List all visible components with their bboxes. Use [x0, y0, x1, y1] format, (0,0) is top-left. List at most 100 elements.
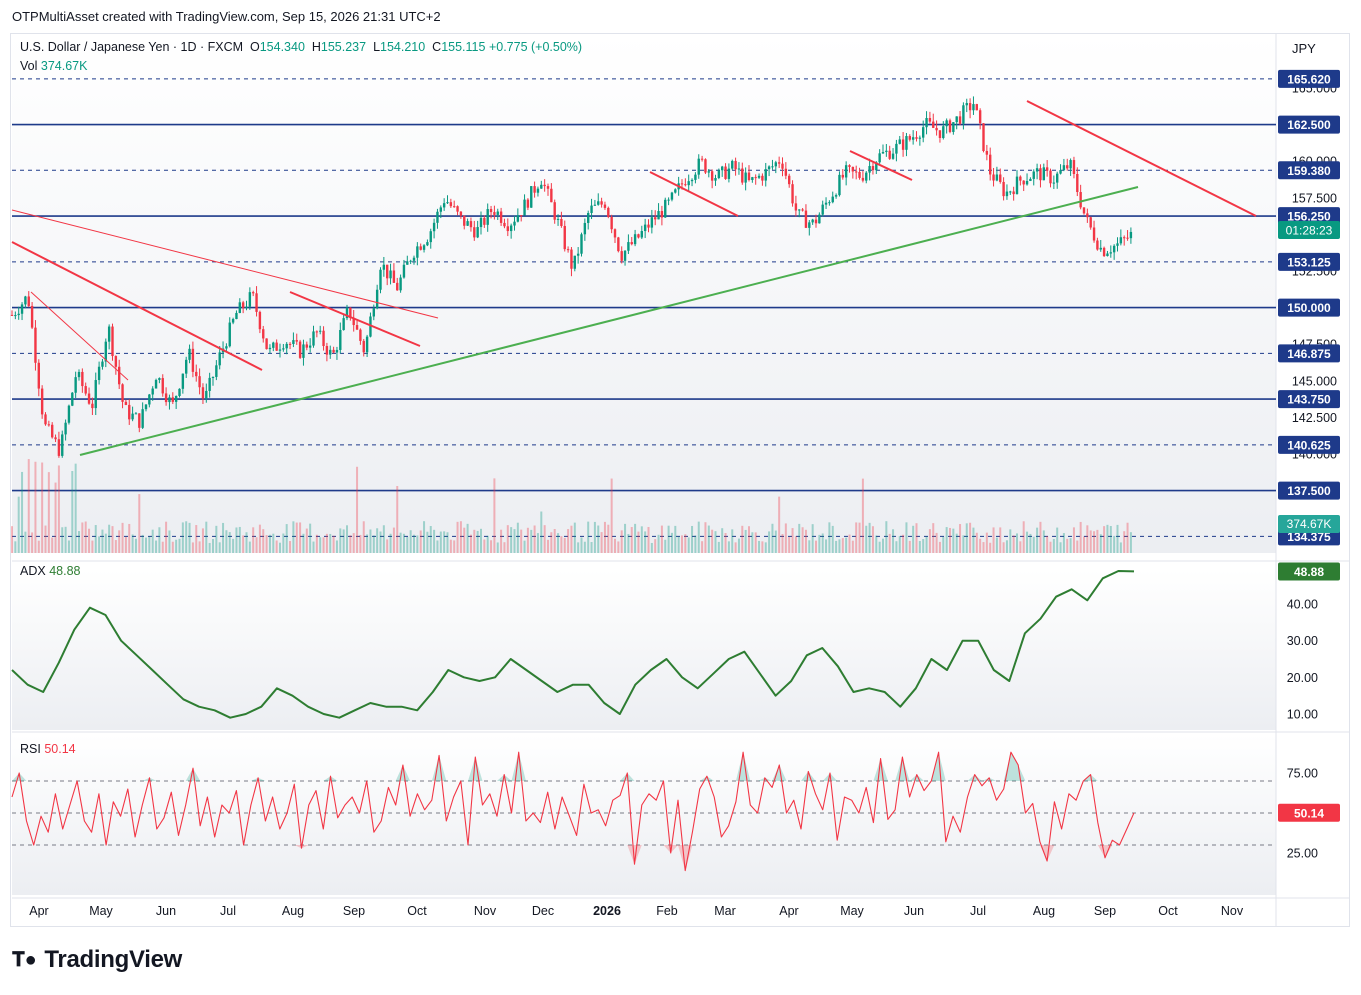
volume-bar	[995, 537, 998, 553]
rsi-oversold-fill	[670, 845, 678, 853]
volume-bar	[637, 531, 640, 553]
candle-body	[1015, 176, 1019, 195]
volume-bar	[255, 537, 258, 553]
level-tag-label: 140.625	[1287, 438, 1331, 452]
volume-bar	[734, 542, 737, 553]
candle-body	[788, 175, 791, 185]
level-tag	[1278, 344, 1340, 363]
candle-body	[34, 327, 37, 363]
rsi-oversold-fill	[1105, 845, 1113, 858]
rsi-oversold-fill	[301, 845, 309, 849]
volume-bar	[955, 533, 958, 553]
volume-bar	[34, 461, 37, 553]
rsi-overbought-fill	[895, 757, 903, 781]
volume-bar	[242, 535, 245, 553]
candle-body	[312, 331, 315, 346]
volume-bar	[597, 525, 600, 553]
volume-bar	[84, 521, 87, 553]
volume-bar	[128, 523, 131, 553]
candle-body	[14, 315, 17, 317]
tradingview-logo[interactable]: 𝐓● TradingView	[12, 946, 182, 974]
candle-body	[1005, 191, 1009, 197]
volume-bar	[282, 533, 285, 553]
candle-body	[761, 175, 764, 181]
candle-body	[436, 211, 439, 223]
candle-body	[335, 349, 339, 353]
volume-bar	[1026, 531, 1029, 553]
level-tag-label: 165.620	[1287, 72, 1331, 86]
volume-bar	[218, 542, 221, 553]
volume-bar	[952, 528, 955, 553]
candle-body	[520, 215, 523, 217]
candle-body	[506, 226, 509, 232]
trendline-red	[1026, 100, 1257, 217]
volume-bar	[704, 522, 707, 553]
candle-body	[734, 160, 737, 170]
candle-body	[134, 413, 138, 415]
volume-bar	[118, 530, 121, 553]
candle-body	[647, 224, 650, 228]
time-tick-label: Aug	[282, 904, 304, 918]
volume-legend[interactable]: Vol 374.67K	[20, 59, 87, 73]
adx-legend[interactable]: ADX 48.88	[20, 564, 80, 578]
volume-bar	[131, 534, 134, 553]
candle-body	[1056, 173, 1059, 183]
candle-body	[908, 136, 911, 140]
candle-body	[40, 388, 44, 415]
volume-bar	[788, 537, 791, 553]
volume-bar	[151, 529, 154, 553]
volume-bar	[1096, 529, 1099, 553]
candle-body	[429, 231, 432, 243]
volume-bar	[258, 524, 261, 553]
volume-bar	[737, 538, 740, 553]
candle-body	[989, 154, 992, 175]
rsi-overbought-fill	[323, 776, 331, 781]
candle-body	[834, 195, 838, 197]
level-tag	[1278, 161, 1340, 180]
volume-bar	[942, 536, 945, 553]
volume-bar	[644, 531, 647, 553]
volume-bar	[496, 542, 499, 553]
volume-bar	[580, 537, 583, 553]
volume-bar	[667, 525, 670, 553]
candle-body	[114, 356, 118, 367]
candle-body	[707, 171, 710, 173]
volume-bar	[801, 527, 804, 553]
candle-body	[282, 348, 285, 350]
candle-body	[767, 166, 771, 170]
volume-bar	[329, 533, 332, 553]
candle-body	[804, 210, 808, 228]
volume-bar	[265, 535, 268, 553]
candle-body	[868, 166, 871, 173]
volume-bar	[148, 536, 151, 553]
volume-bar	[841, 538, 844, 553]
candle-body	[875, 162, 878, 171]
symbol-legend[interactable]: U.S. Dollar / Japanese Yen · 1D · FXCM O…	[20, 40, 582, 54]
volume-bar	[248, 541, 251, 553]
candle-body	[1112, 245, 1116, 253]
volume-bar	[627, 533, 630, 553]
volume-bar	[664, 539, 667, 553]
candle-body	[456, 206, 459, 212]
rsi-overbought-fill	[829, 773, 838, 781]
candle-body	[885, 150, 888, 153]
countdown-label: 01:28:23	[1286, 223, 1333, 237]
candle-body	[463, 215, 466, 226]
candle-body	[118, 366, 121, 385]
candle-body	[962, 105, 965, 124]
volume-bar	[476, 530, 479, 553]
candle-body	[288, 343, 292, 345]
volume-bar	[513, 529, 516, 553]
candle-body	[831, 196, 834, 203]
volume-bar	[660, 525, 663, 553]
volume-bar	[161, 541, 164, 553]
candle-body	[972, 104, 975, 111]
candle-body	[396, 282, 399, 291]
rsi-legend[interactable]: RSI 50.14	[20, 742, 76, 756]
currency-label[interactable]: JPY	[1292, 41, 1316, 56]
candle-body	[560, 218, 563, 226]
candle-body	[168, 397, 171, 403]
candle-body	[935, 127, 938, 131]
candle-body	[563, 225, 566, 250]
